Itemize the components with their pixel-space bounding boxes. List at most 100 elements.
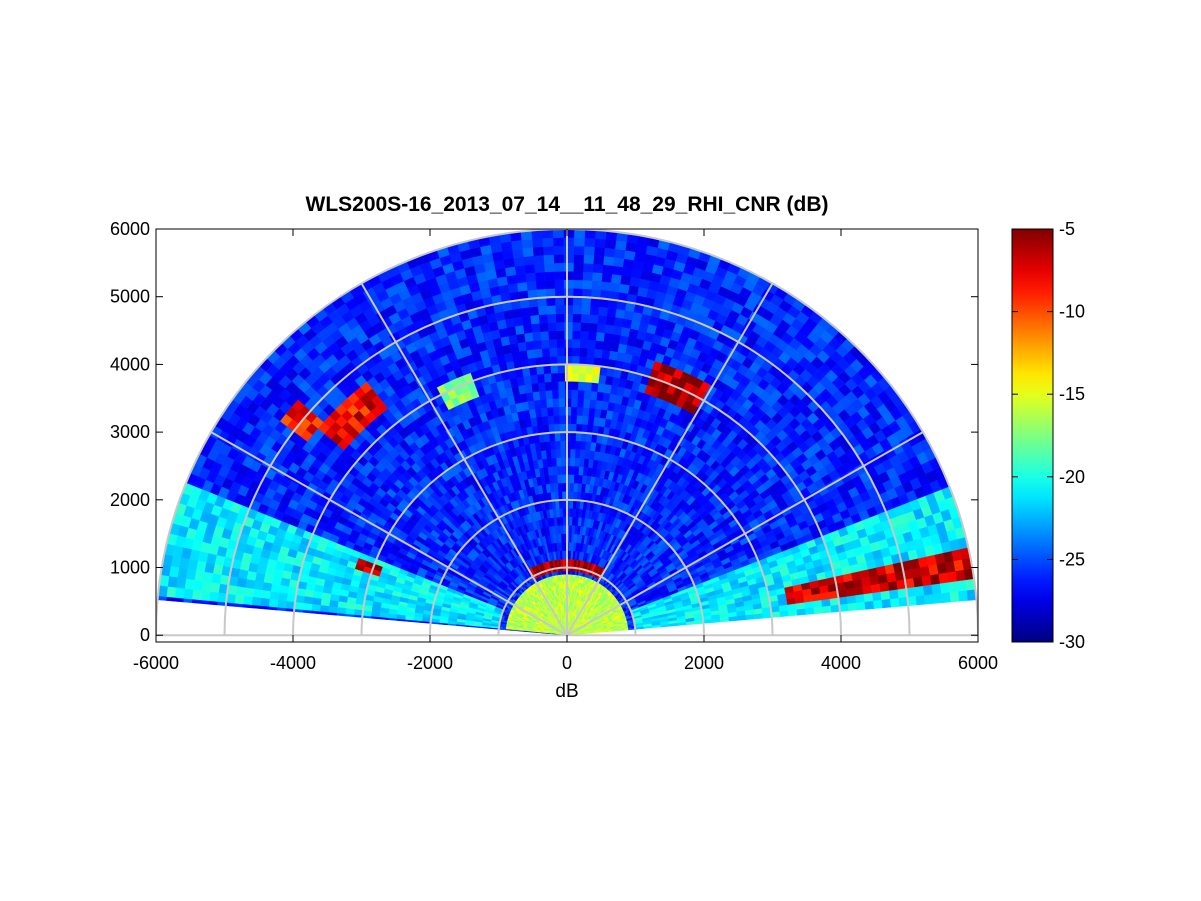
- cnr-cell: [572, 279, 583, 289]
- cnr-cell: [549, 347, 558, 357]
- cnr-cell: [603, 332, 613, 343]
- cnr-cell: [569, 499, 574, 509]
- cnr-cell: [572, 305, 582, 315]
- cnr-cell: [511, 248, 524, 259]
- cnr-cell: [572, 499, 577, 509]
- cnr-cell: [610, 273, 622, 284]
- cnr-cell: [573, 229, 586, 239]
- cnr-cell: [572, 330, 581, 340]
- cnr-cell: [571, 355, 580, 365]
- cnr-cell: [609, 282, 621, 293]
- cnr-cell: [562, 499, 567, 509]
- cnr-cell: [570, 389, 579, 399]
- cnr-cell: [535, 280, 546, 290]
- cnr-cell: [528, 306, 539, 316]
- cnr-cell: [597, 383, 606, 393]
- cnr-cell: [579, 339, 589, 349]
- cnr-cell: [554, 279, 565, 289]
- cnr-cell: [529, 314, 540, 325]
- cnr-cell: [573, 262, 584, 272]
- cnr-cell: [569, 474, 575, 484]
- cnr-cell: [542, 237, 554, 247]
- cnr-cell: [553, 262, 564, 272]
- cnr-cell: [612, 257, 625, 268]
- cnr-cell: [573, 245, 585, 255]
- cnr-cell: [524, 264, 536, 274]
- cnr-cell: [606, 307, 617, 318]
- cnr-cell: [557, 372, 565, 382]
- cnr-cell: [564, 355, 573, 365]
- cnr-cell: [559, 440, 566, 450]
- cnr-cell: [619, 275, 632, 286]
- cnr-cell: [562, 508, 567, 518]
- cnr-cell: [542, 245, 554, 256]
- cnr-cell: [879, 581, 890, 592]
- cnr-cell: [570, 431, 577, 441]
- cnr-cell: [548, 338, 558, 349]
- cnr-cell: [583, 390, 592, 400]
- cnr-cell: [563, 254, 574, 264]
- cnr-cell: [516, 281, 528, 292]
- cnr-cell: [555, 321, 565, 331]
- cnr-cell: [555, 448, 561, 459]
- cnr-cell: [559, 414, 566, 424]
- cnr-cell: [847, 602, 858, 612]
- cnr-cell: [569, 465, 575, 475]
- cnr-cell: [914, 585, 925, 597]
- cnr-cell: [604, 239, 617, 250]
- cnr-cell: [568, 508, 573, 518]
- cnr-cell: [572, 508, 577, 518]
- cnr-cell: [924, 593, 935, 605]
- cnr-cell: [531, 331, 542, 342]
- cnr-cell: [522, 247, 534, 258]
- cnr-cell: [855, 593, 865, 603]
- cnr-cell: [543, 254, 555, 264]
- cnr-cell: [571, 364, 580, 374]
- cnr-cell: [564, 347, 573, 357]
- cnr-cell: [539, 322, 549, 332]
- cnr-cell: [602, 255, 615, 266]
- cnr-cell: [939, 582, 951, 594]
- cnr-cell: [558, 389, 566, 399]
- cnr-cell: [595, 331, 605, 342]
- cnr-cell: [514, 324, 525, 335]
- cnr-cell: [579, 330, 589, 340]
- cnr-cell: [577, 381, 586, 391]
- cnr-cell: [564, 381, 572, 391]
- cnr-cell: [572, 491, 578, 501]
- cnr-cell: [602, 264, 614, 275]
- cnr-cell: [557, 482, 563, 492]
- cnr-cell: [515, 273, 527, 284]
- cnr-cell: [556, 355, 565, 365]
- cnr-cell: [564, 398, 572, 407]
- cnr-cell: [888, 589, 900, 600]
- cnr-cell: [556, 347, 565, 357]
- cnr-cell: [584, 373, 593, 383]
- cnr-cell: [556, 465, 562, 475]
- cnr-cell: [872, 591, 883, 601]
- cnr-cell: [546, 406, 554, 417]
- cnr-cell: [873, 599, 883, 609]
- cnr-cell: [593, 255, 605, 265]
- cnr-cell: [572, 288, 583, 298]
- cnr-cell: [573, 271, 584, 281]
- cnr-cell: [513, 256, 525, 267]
- cnr-cell: [870, 583, 881, 594]
- cnr-cell: [563, 288, 574, 297]
- cnr-cell: [813, 606, 824, 615]
- cnr-cell: [922, 584, 934, 596]
- cnr-cell: [553, 415, 560, 425]
- cnr-cell: [554, 432, 561, 442]
- cnr-cell: [558, 398, 566, 408]
- cnr-cell: [507, 283, 519, 294]
- cnr-cell: [846, 594, 857, 604]
- cnr-cell: [569, 448, 576, 458]
- cnr-cell: [560, 448, 566, 458]
- cnr-cell: [577, 474, 583, 484]
- cnr-cell: [549, 440, 556, 450]
- cnr-cell: [561, 491, 567, 501]
- cnr-cell: [949, 590, 960, 603]
- cnr-cell: [584, 381, 592, 392]
- cnr-cell: [536, 373, 545, 384]
- cnr-cell: [609, 342, 620, 353]
